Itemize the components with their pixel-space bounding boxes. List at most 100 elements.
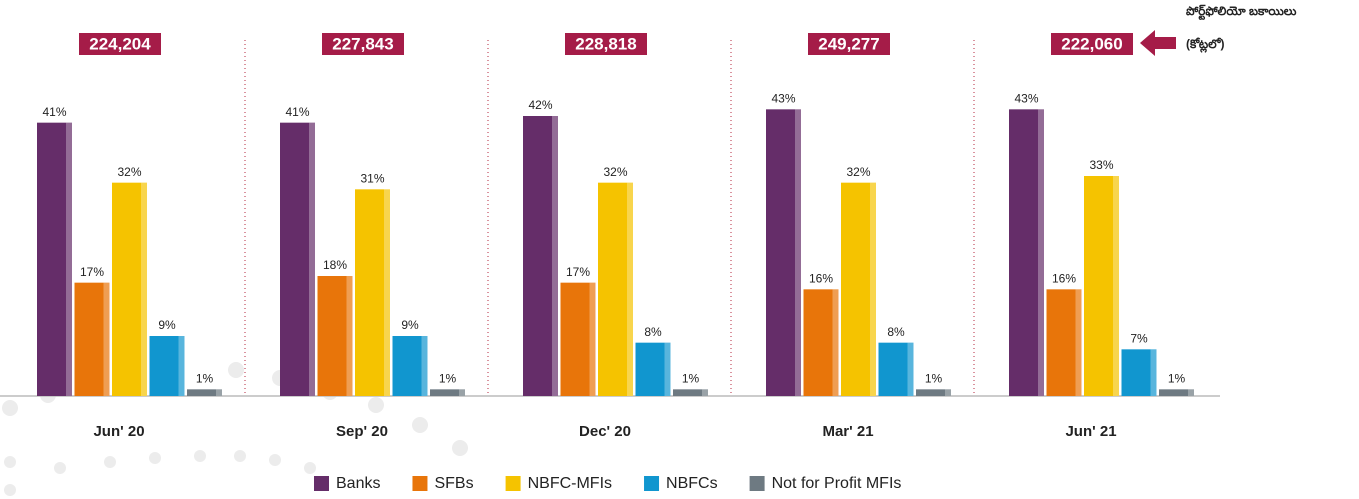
value-label: 17%	[80, 265, 104, 279]
annotation: పోర్ట్‌ఫోలియో బకాయిలు	[1186, 4, 1296, 20]
legend-swatch	[505, 476, 521, 491]
bar-shade	[309, 122, 315, 397]
value-label: 43%	[1014, 92, 1038, 106]
total-label: 249,277	[818, 34, 879, 53]
legend-label: Banks	[336, 475, 380, 492]
value-label: 9%	[401, 318, 419, 332]
value-label: 18%	[323, 258, 347, 272]
bar	[1121, 349, 1157, 396]
total-label: 227,843	[332, 34, 393, 53]
bar-shade	[459, 389, 465, 396]
value-label: 41%	[42, 105, 66, 119]
bar	[1009, 109, 1044, 396]
value-label: 16%	[1052, 272, 1076, 286]
bar-shade	[945, 389, 951, 396]
bar-shade	[552, 116, 558, 396]
value-label: 41%	[285, 105, 309, 119]
bar-shade	[1150, 349, 1157, 396]
bar	[635, 342, 671, 396]
value-label: 1%	[439, 372, 457, 386]
bar	[560, 282, 596, 396]
total-label: 224,204	[89, 34, 151, 53]
legend-label: NBFCs	[666, 475, 718, 492]
bar-shade	[103, 282, 110, 396]
bar	[112, 182, 147, 396]
total-box	[1051, 33, 1133, 55]
bar-shade	[178, 336, 185, 396]
bar	[37, 122, 72, 397]
x-tick-label: Sep' 20	[336, 423, 388, 440]
value-label: 9%	[158, 318, 176, 332]
value-label: 1%	[682, 372, 700, 386]
value-label: 7%	[1130, 332, 1148, 346]
legend-label: SFBs	[434, 475, 473, 492]
value-label: 32%	[846, 165, 870, 179]
bar-shade	[1038, 109, 1044, 396]
arrow	[1140, 30, 1176, 56]
value-label: 32%	[117, 165, 141, 179]
annotation: (కోట్లలో)	[1186, 37, 1225, 53]
x-tick-label: Jun' 20	[93, 423, 144, 440]
bar	[74, 282, 110, 396]
bar-shade	[589, 282, 596, 396]
bar	[430, 389, 465, 396]
bar	[1084, 176, 1119, 396]
total-label: 222,060	[1061, 34, 1122, 53]
total-box	[322, 33, 404, 55]
bar	[841, 182, 876, 396]
bar-shade	[384, 189, 390, 396]
value-label: 8%	[887, 325, 905, 339]
bar-shade	[907, 342, 914, 396]
value-label: 32%	[603, 165, 627, 179]
bar-shade	[1188, 389, 1194, 396]
legend-swatch	[644, 476, 660, 491]
value-label: 17%	[566, 265, 590, 279]
bar-shade	[832, 289, 839, 396]
total-box	[808, 33, 890, 55]
bar	[878, 342, 914, 396]
bar	[1159, 389, 1194, 396]
bar-shade	[1075, 289, 1082, 396]
value-label: 1%	[1168, 372, 1186, 386]
bar	[149, 336, 185, 396]
value-label: 33%	[1089, 158, 1113, 172]
value-label: 42%	[528, 98, 552, 112]
bar	[523, 116, 558, 396]
legend-label: NBFC-MFIs	[528, 475, 612, 492]
value-label: 8%	[644, 325, 662, 339]
bar	[803, 289, 839, 396]
bar-shade	[216, 389, 222, 396]
value-label: 16%	[809, 272, 833, 286]
bar-shade	[664, 342, 671, 396]
bar-shade	[141, 182, 147, 396]
x-tick-label: Mar' 21	[822, 423, 873, 440]
bar-shade	[66, 122, 72, 397]
bar-shade	[421, 336, 428, 396]
value-label: 31%	[360, 172, 384, 186]
bar-shade	[870, 182, 876, 396]
bar	[1046, 289, 1082, 396]
legend-swatch	[314, 476, 329, 491]
bar	[187, 389, 222, 396]
total-label: 228,818	[575, 34, 636, 53]
bar-shade	[346, 276, 353, 396]
bar	[355, 189, 390, 396]
bar-shade	[795, 109, 801, 396]
x-tick-label: Jun' 21	[1065, 423, 1116, 440]
bar	[317, 276, 353, 396]
x-tick-label: Dec' 20	[579, 423, 631, 440]
bar	[280, 122, 315, 397]
total-box	[79, 33, 161, 55]
bar-shade	[1113, 176, 1119, 396]
bar	[673, 389, 708, 396]
legend-label: Not for Profit MFIs	[772, 475, 902, 492]
bar-shade	[627, 182, 633, 396]
value-label: 43%	[771, 92, 795, 106]
value-label: 1%	[196, 372, 214, 386]
bar	[392, 336, 428, 396]
value-label: 1%	[925, 372, 943, 386]
bar	[916, 389, 951, 396]
bar-shade	[702, 389, 708, 396]
bar	[766, 109, 801, 396]
